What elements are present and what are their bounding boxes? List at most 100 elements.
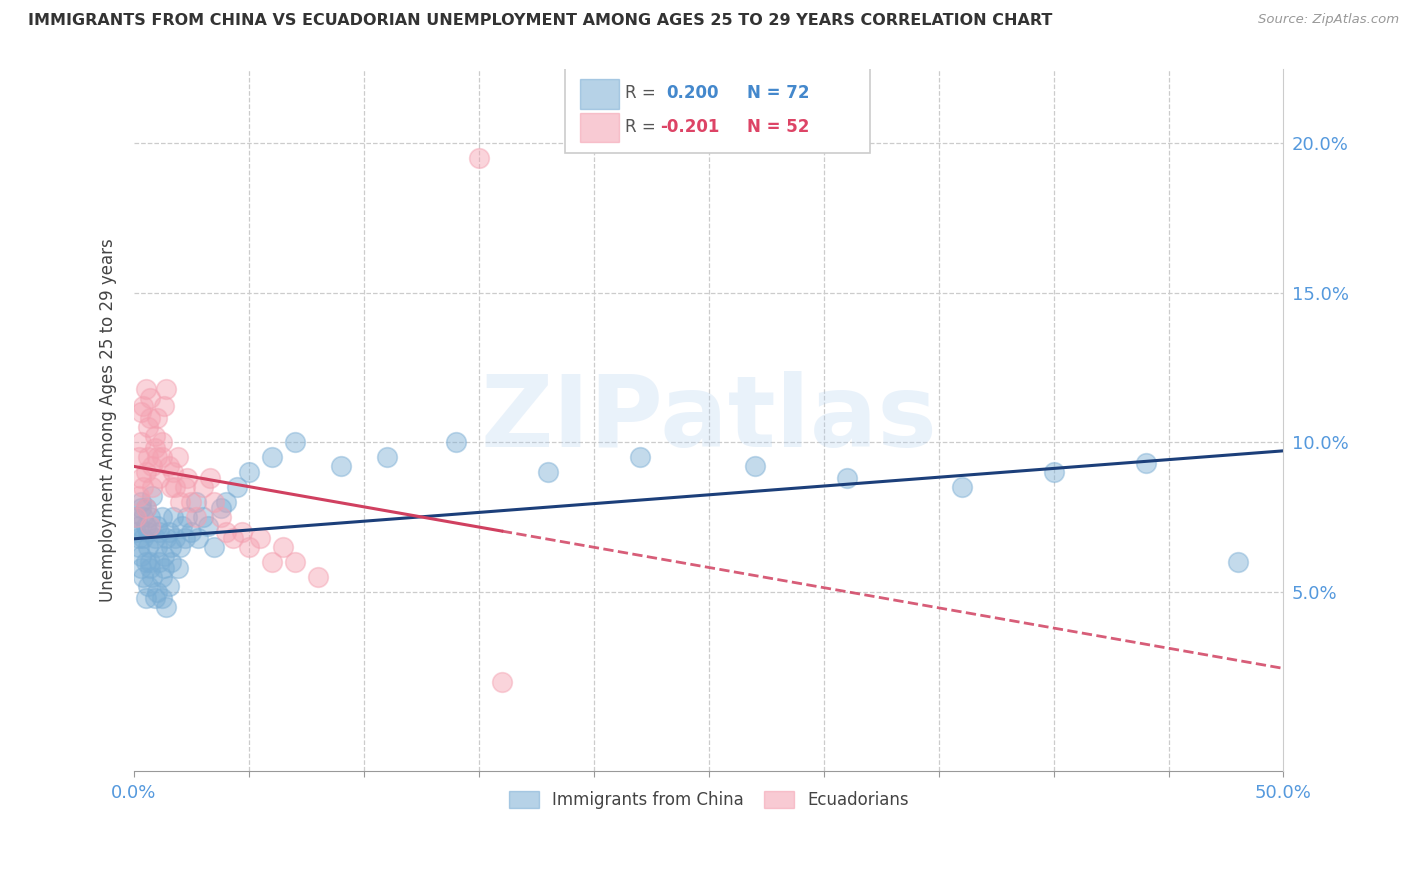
Point [249,531,271,545]
Point [159,555,181,569]
Point [148,471,170,485]
Point [165,531,187,545]
Point [184,495,207,509]
Text: N = 52: N = 52 [747,118,808,136]
Point [148,525,170,540]
Point [209,510,232,524]
Point [139,555,162,569]
Point [307,570,329,584]
Point [284,555,307,569]
Point [150,591,173,605]
Point [222,531,245,545]
Point [150,435,173,450]
Point [129,435,152,450]
Point [162,465,184,479]
Point [231,525,253,540]
Point [166,450,188,465]
Point [132,570,155,584]
Point [375,450,398,465]
Point [132,531,155,545]
Point [143,442,166,456]
Point [132,400,155,414]
Point [139,510,162,524]
Point [128,450,150,465]
Point [146,450,169,465]
FancyBboxPatch shape [581,79,619,109]
Point [215,495,238,509]
Point [135,555,157,569]
Point [128,489,150,503]
Point [157,459,180,474]
Point [198,471,221,485]
Point [146,540,169,554]
Point [129,501,152,516]
Point [129,405,152,419]
Point [135,501,157,516]
Point [180,495,202,509]
Point [204,495,226,509]
Point [180,525,202,540]
Point [835,471,858,485]
Point [159,540,181,554]
Point [153,400,176,414]
Point [537,465,560,479]
Point [238,540,260,554]
Point [129,495,152,509]
Point [468,151,491,165]
Point [136,579,159,593]
FancyBboxPatch shape [581,112,619,143]
Point [209,501,232,516]
Point [128,540,150,554]
Point [155,599,177,614]
Point [260,555,283,569]
Point [141,489,163,503]
Point [184,510,207,524]
Point [135,519,157,533]
Point [284,435,307,450]
Point [139,391,162,405]
Point [139,561,162,575]
Point [169,540,191,554]
Point [135,501,157,516]
Point [143,429,166,443]
Point [197,519,219,533]
Point [150,510,173,524]
Point [950,480,973,494]
Point [129,471,152,485]
Point [139,411,162,425]
Point [155,531,177,545]
Text: R =: R = [624,84,666,102]
Point [125,510,148,524]
Point [153,561,176,575]
Point [162,510,184,524]
Point [173,480,195,494]
Point [135,591,157,605]
Point [215,525,238,540]
Y-axis label: Unemployment Among Ages 25 to 29 years: Unemployment Among Ages 25 to 29 years [100,238,117,602]
Point [135,465,157,479]
Point [125,510,148,524]
Text: ZIPatlas: ZIPatlas [481,371,938,468]
Legend: Immigrants from China, Ecuadorians: Immigrants from China, Ecuadorians [502,784,915,816]
Point [157,525,180,540]
Point [329,459,352,474]
Point [141,480,163,494]
Point [136,420,159,434]
Point [125,525,148,540]
Point [491,674,513,689]
Point [226,480,249,494]
Point [141,459,163,474]
Point [150,570,173,584]
Point [155,382,177,396]
Point [136,450,159,465]
Point [166,561,188,575]
Text: Source: ZipAtlas.com: Source: ZipAtlas.com [1258,13,1399,27]
Point [143,531,166,545]
Point [744,459,766,474]
Point [132,480,155,494]
Text: -0.201: -0.201 [661,118,720,136]
Point [204,540,226,554]
Point [128,519,150,533]
Point [1226,555,1249,569]
Text: N = 72: N = 72 [747,84,810,102]
